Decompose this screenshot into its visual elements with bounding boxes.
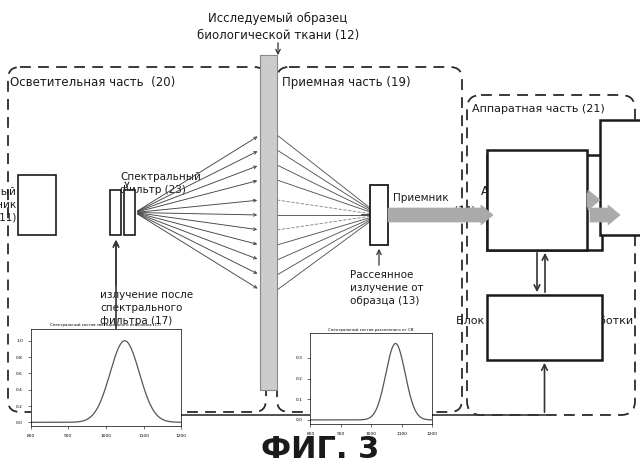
FancyBboxPatch shape [110, 190, 121, 235]
FancyBboxPatch shape [124, 190, 135, 235]
Text: ФИГ. 3: ФИГ. 3 [261, 436, 379, 465]
FancyBboxPatch shape [487, 295, 602, 360]
Text: Приемник
излучения (14): Приемник излучения (14) [393, 193, 476, 216]
FancyBboxPatch shape [487, 150, 587, 250]
FancyBboxPatch shape [487, 155, 602, 250]
Text: Восстановленный
спектр поглощения
исследуемого
образца (16): Восстановленный спектр поглощения исслед… [602, 153, 640, 202]
Text: Светодиодный
источник
излучения (11): Светодиодный источник излучения (11) [0, 187, 16, 223]
FancyArrow shape [587, 190, 600, 210]
Text: Блок управления и обработки
сигналов (22): Блок управления и обработки сигналов (22… [456, 316, 633, 339]
Bar [260, 55, 277, 390]
Text: Рассеянное
излучение от
образца (13): Рассеянное излучение от образца (13) [350, 270, 424, 307]
FancyArrow shape [388, 205, 493, 225]
FancyArrow shape [590, 205, 620, 225]
Text: Аппаратная часть (21): Аппаратная часть (21) [472, 104, 605, 114]
Title: Спектральный состав рассеянного от СВ: Спектральный состав рассеянного от СВ [328, 328, 414, 332]
Text: Осветительная часть  (20): Осветительная часть (20) [10, 76, 175, 89]
Title: Спектральный состав светодиодного источника (17): Спектральный состав светодиодного источн… [51, 323, 161, 328]
Text: излучение после
спектрального
фильтра (17): излучение после спектрального фильтра (1… [100, 290, 193, 326]
Text: Спектральный
фильтр (23): Спектральный фильтр (23) [120, 172, 201, 195]
FancyBboxPatch shape [18, 175, 56, 235]
FancyBboxPatch shape [370, 185, 388, 245]
Text: Алгоритмический
модуль (15): Алгоритмический модуль (15) [489, 187, 600, 218]
Text: Приемная часть (19): Приемная часть (19) [282, 76, 411, 89]
FancyBboxPatch shape [600, 120, 640, 235]
Text: Исследуемый образец
биологической ткани (12): Исследуемый образец биологической ткани … [197, 12, 359, 42]
Text: Алгоритмический
модуль (15): Алгоритмический модуль (15) [481, 185, 593, 215]
